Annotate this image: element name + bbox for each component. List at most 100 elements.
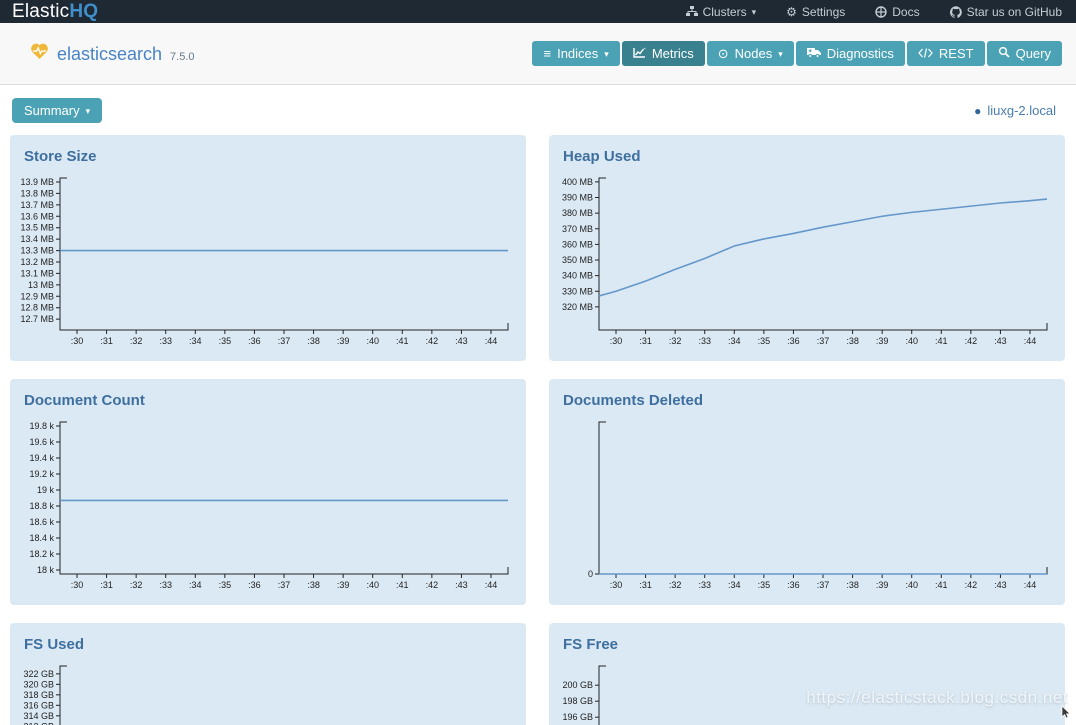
section-button-bar: ≡ Indices ▾ Metrics ⊙ Nodes ▾ Diagnostic… (532, 41, 1062, 66)
cluster-link[interactable]: elasticsearch 7.5.0 (30, 43, 195, 65)
svg-text:350 MB: 350 MB (562, 255, 593, 265)
heap-used-panel: Heap Used 400 MB 390 MB 380 MB 370 MB 360 MB… (549, 135, 1065, 361)
svg-text::30: :30 (610, 580, 623, 590)
indices-button[interactable]: ≡ Indices ▾ (532, 41, 620, 66)
elastichq-logo[interactable]: ElasticHQ (12, 0, 98, 23)
document-count-panel: Document Count 19.8 k 19.6 k 19.4 k 19.2 k 1… (10, 379, 526, 605)
svg-text:13.1 MB: 13.1 MB (20, 268, 54, 278)
svg-text::38: :38 (307, 336, 320, 346)
button-label: Diagnostics (826, 46, 894, 61)
navbar-menu: Clusters ▾ ⚙ Settings Docs Star us on Gi… (685, 4, 1062, 19)
panel-title: FS Free (563, 636, 619, 653)
nav-label: Docs (892, 4, 920, 19)
svg-text::34: :34 (728, 336, 741, 346)
svg-text:370 MB: 370 MB (562, 224, 593, 234)
heartbeat-icon (30, 43, 49, 65)
circle-dot-icon: ⊙ (717, 46, 729, 61)
metrics-grid: Store Size 13.9 MB 13.8 MB 13.7 MB 13.6 MB 1… (10, 135, 1065, 725)
svg-text:18.4 k: 18.4 k (29, 533, 54, 543)
nodes-button[interactable]: ⊙ Nodes ▾ (706, 41, 794, 66)
svg-text::36: :36 (248, 336, 261, 346)
metrics-button[interactable]: Metrics (621, 41, 705, 66)
svg-text::32: :32 (130, 580, 143, 590)
summary-dropdown-button[interactable]: Summary ▾ (12, 98, 103, 123)
svg-text:19.8 k: 19.8 k (29, 421, 54, 431)
svg-text::31: :31 (639, 336, 652, 346)
document-count-chart[interactable]: 19.8 k 19.6 k 19.4 k 19.2 k 19 k 18.8 k 18.6 k… (10, 414, 526, 605)
svg-text::30: :30 (71, 580, 84, 590)
mouse-cursor-icon (1061, 705, 1072, 725)
svg-text:0: 0 (588, 569, 593, 579)
chart-line-icon (633, 46, 646, 61)
rest-button[interactable]: REST (906, 41, 985, 66)
svg-text::40: :40 (905, 336, 918, 346)
nav-item-clusters[interactable]: Clusters ▾ (685, 5, 756, 19)
svg-text:320 MB: 320 MB (562, 302, 593, 312)
nav-item-github[interactable]: Star us on GitHub (949, 4, 1062, 19)
node-dot-icon: ● (974, 103, 982, 118)
svg-text::40: :40 (366, 580, 379, 590)
panel-title: Store Size (24, 148, 97, 165)
panel-title: Document Count (24, 392, 145, 409)
svg-text:314 GB: 314 GB (23, 711, 54, 721)
svg-text::37: :37 (278, 580, 291, 590)
chevron-down-icon: ▾ (85, 106, 91, 116)
svg-text::44: :44 (485, 336, 498, 346)
documents-deleted-panel: Documents Deleted 0:30:31:32:33:34:35:36… (549, 379, 1065, 605)
svg-text::39: :39 (876, 580, 889, 590)
svg-text::43: :43 (455, 336, 468, 346)
button-label: REST (938, 46, 974, 61)
cluster-version: 7.5.0 (170, 50, 195, 63)
svg-text::32: :32 (669, 336, 682, 346)
nav-label: Star us on GitHub (966, 4, 1062, 19)
svg-text:13.4 MB: 13.4 MB (20, 234, 54, 244)
svg-text:18.2 k: 18.2 k (29, 549, 54, 559)
svg-text::42: :42 (426, 580, 439, 590)
svg-text::42: :42 (965, 336, 978, 346)
svg-text:19.6 k: 19.6 k (29, 437, 54, 447)
cluster-header: elasticsearch 7.5.0 ≡ Indices ▾ Metrics … (0, 23, 1076, 85)
svg-text:390 MB: 390 MB (562, 193, 593, 203)
diagnostics-button[interactable]: Diagnostics (795, 41, 905, 66)
store-size-chart[interactable]: 13.9 MB 13.8 MB 13.7 MB 13.6 MB 13.5 MB 13.4 … (10, 170, 526, 361)
gear-icon: ⚙ (786, 4, 797, 19)
nav-label: Settings (801, 4, 846, 19)
svg-text::40: :40 (366, 336, 379, 346)
svg-text:12.9 MB: 12.9 MB (20, 291, 54, 301)
svg-text:18 k: 18 k (37, 565, 55, 575)
svg-text::43: :43 (455, 580, 468, 590)
sitemap-icon (685, 6, 698, 17)
node-indicator[interactable]: ● liuxg-2.local (974, 103, 1064, 118)
button-label: Indices (557, 46, 599, 61)
svg-text:322 GB: 322 GB (23, 669, 54, 679)
svg-text::44: :44 (1024, 580, 1037, 590)
svg-text::38: :38 (846, 580, 859, 590)
svg-text::38: :38 (307, 580, 320, 590)
svg-text:320 GB: 320 GB (23, 679, 54, 689)
svg-text:400 MB: 400 MB (562, 177, 593, 187)
top-navbar: ElasticHQ Clusters ▾ ⚙ Settings Docs Sta… (0, 0, 1076, 23)
heap-used-chart[interactable]: 400 MB 390 MB 380 MB 370 MB 360 MB 350 MB 340 … (549, 170, 1065, 361)
svg-text:19.4 k: 19.4 k (29, 453, 54, 463)
query-button[interactable]: Query (986, 41, 1062, 66)
svg-text::36: :36 (787, 580, 800, 590)
svg-text:12.8 MB: 12.8 MB (20, 303, 54, 313)
svg-text::39: :39 (337, 336, 350, 346)
svg-text:19.2 k: 19.2 k (29, 469, 54, 479)
nav-item-settings[interactable]: ⚙ Settings (786, 5, 845, 19)
svg-text:316 GB: 316 GB (23, 700, 54, 710)
svg-text:13.7 MB: 13.7 MB (20, 200, 54, 210)
documents-deleted-chart[interactable]: 0:30:31:32:33:34:35:36:37:38:39:40:41:42… (549, 414, 1065, 605)
chevron-down-icon: ▾ (778, 49, 783, 59)
svg-text:330 MB: 330 MB (562, 286, 593, 296)
svg-text:13 MB: 13 MB (28, 280, 54, 290)
svg-text::41: :41 (935, 336, 948, 346)
nav-item-docs[interactable]: Docs (875, 4, 920, 19)
svg-text::32: :32 (669, 580, 682, 590)
search-icon (998, 46, 1010, 61)
button-label: Metrics (651, 46, 694, 61)
